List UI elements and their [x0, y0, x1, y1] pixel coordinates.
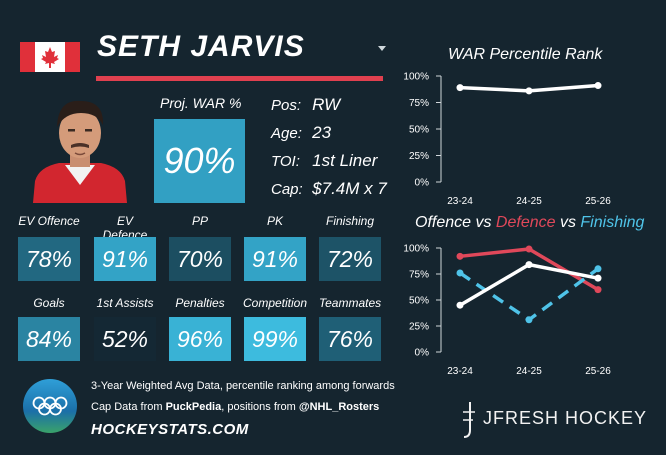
- data-point: [456, 252, 464, 260]
- footnote-cap-source: Cap Data from PuckPedia, positions from …: [91, 401, 379, 413]
- footnote-text: , positions from: [221, 401, 299, 413]
- chart-title-part: vs: [471, 214, 496, 231]
- puckpedia-link[interactable]: PuckPedia: [165, 401, 222, 413]
- x-tick-label: 24-25: [516, 196, 542, 207]
- stat-label-pk: PK: [266, 214, 283, 228]
- info-key: Cap:: [271, 181, 303, 198]
- data-point: [594, 274, 602, 282]
- y-tick-label: 75%: [409, 98, 429, 109]
- canada-flag-icon: [20, 42, 80, 72]
- data-point: [525, 316, 533, 324]
- chart-title-part: Offence: [415, 214, 472, 231]
- info-key: TOI:: [271, 153, 300, 170]
- offence-defence-finishing-chart: 0% 25% 50% 75% 100% 23-24 24-25 25-26: [403, 244, 611, 378]
- footnote-text: Cap Data from: [91, 401, 166, 413]
- info-value: 23: [312, 123, 332, 142]
- info-position: Pos: RW: [271, 95, 340, 115]
- info-key: Pos:: [271, 97, 302, 114]
- stat-label-1st-assists: 1st Assists: [96, 296, 154, 310]
- stat-label-finishing: Finishing: [325, 214, 375, 228]
- player-name: SETH JARVIS: [97, 30, 305, 63]
- stat-label-penalties: Penalties: [175, 296, 225, 310]
- info-value: RW: [312, 95, 341, 114]
- olympic-rings-icon: [23, 379, 77, 433]
- stat-box-pk: 91%: [244, 237, 306, 281]
- data-point: [594, 265, 602, 273]
- info-key: Age:: [271, 125, 302, 142]
- stat-label-pp: PP: [191, 214, 208, 228]
- y-tick-label: 25%: [409, 151, 429, 162]
- hockeystats-brand[interactable]: HOCKEYSTATS.COM: [91, 421, 249, 438]
- chart-title-part: Finishing: [580, 214, 645, 231]
- y-tick-label: 75%: [409, 270, 429, 281]
- y-tick-label: 50%: [409, 296, 429, 307]
- data-point: [456, 301, 464, 309]
- stat-box-competition: 99%: [244, 317, 306, 361]
- stat-box-ev-offence: 78%: [18, 237, 80, 281]
- stat-box-pp: 70%: [169, 237, 231, 281]
- x-tick-label: 25-26: [585, 366, 611, 377]
- stat-label-ev-offence: EV Offence: [18, 214, 80, 228]
- nhl-rosters-link[interactable]: @NHL_Rosters: [298, 401, 380, 413]
- name-underline: [96, 76, 383, 81]
- stat-box-goals: 84%: [18, 317, 80, 361]
- jfresh-hockey-brand[interactable]: JFRESH HOCKEY: [483, 408, 648, 428]
- stat-box-teammates: 76%: [319, 317, 381, 361]
- data-point: [525, 245, 533, 253]
- y-tick-label: 100%: [403, 244, 429, 255]
- info-age: Age: 23: [271, 123, 331, 143]
- player-headshot-icon: [33, 100, 127, 203]
- info-value: $7.4M x 7: [312, 179, 387, 198]
- stat-box-finishing: 72%: [319, 237, 381, 281]
- chart-title-part: vs: [555, 214, 581, 231]
- data-point: [525, 261, 533, 269]
- proj-war-label: Proj. WAR %: [160, 95, 242, 111]
- y-tick-label: 100%: [403, 72, 429, 83]
- data-point: [594, 82, 602, 90]
- stat-label-goals: Goals: [33, 296, 65, 310]
- stat-box-penalties: 96%: [169, 317, 231, 361]
- jfresh-logo-icon: [463, 402, 475, 438]
- proj-war-value: 90%: [154, 119, 245, 203]
- x-tick-label: 25-26: [585, 196, 611, 207]
- x-tick-label: 24-25: [516, 366, 542, 377]
- y-tick-label: 25%: [409, 322, 429, 333]
- war-chart-title: WAR Percentile Rank: [448, 46, 603, 63]
- footnote-data-source: 3-Year Weighted Avg Data, percentile ran…: [91, 380, 395, 392]
- data-point: [525, 87, 533, 95]
- data-point: [456, 269, 464, 277]
- war-percentile-chart: 0% 25% 50% 75% 100% 23-24 24-25 25-26: [403, 72, 611, 208]
- chart-title-part: Defence: [495, 214, 556, 231]
- y-tick-label: 0%: [415, 348, 430, 359]
- data-point: [456, 84, 464, 92]
- x-tick-label: 23-24: [447, 366, 473, 377]
- x-tick-label: 23-24: [447, 196, 473, 207]
- info-value: 1st Liner: [312, 151, 378, 170]
- data-point: [594, 286, 602, 294]
- stat-label-competition: Competition: [243, 296, 308, 310]
- stat-label-teammates: Teammates: [318, 296, 382, 310]
- info-cap: Cap: $7.4M x 7: [271, 179, 387, 199]
- y-tick-label: 50%: [409, 125, 429, 136]
- info-toi: TOI: 1st Liner: [271, 151, 377, 171]
- stat-box-ev-defence: 91%: [94, 237, 156, 281]
- ovdvf-chart-title: Offence vs Defence vs Finishing: [415, 214, 644, 232]
- y-tick-label: 0%: [415, 178, 430, 189]
- stat-box-1st-assists: 52%: [94, 317, 156, 361]
- chevron-down-icon[interactable]: [378, 46, 386, 51]
